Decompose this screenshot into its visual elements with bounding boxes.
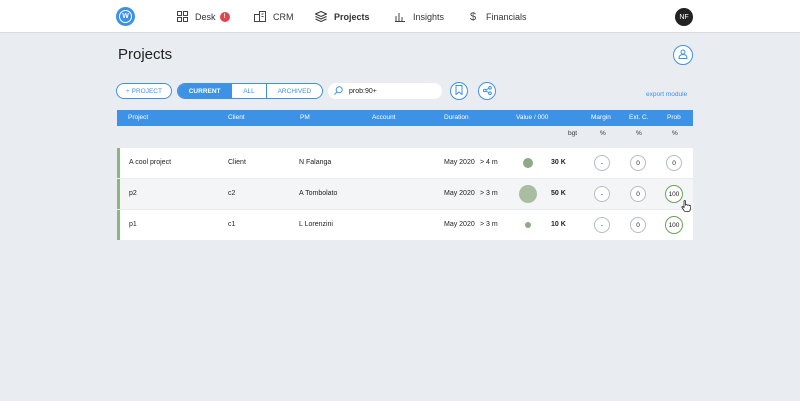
nav-label-insights: Insights: [413, 11, 445, 22]
col-value[interactable]: Value / 000: [516, 114, 549, 121]
bookmark-button[interactable]: [450, 82, 468, 100]
table-row[interactable]: p1 c1 L Lorenzini May 2020 > 3 m 10 K - …: [117, 210, 693, 240]
subhead-margin-pct: %: [600, 130, 606, 137]
cell-start: May 2020: [444, 221, 475, 228]
ext-cost-pill[interactable]: 0: [630, 155, 646, 171]
cell-start: May 2020: [444, 190, 475, 197]
cell-duration: > 3 m: [480, 190, 498, 197]
value-bubble: [525, 222, 531, 228]
person-icon: [678, 49, 688, 61]
bar-chart-icon: [394, 11, 406, 23]
user-avatar[interactable]: NF: [675, 8, 693, 26]
cell-pm: N Falanga: [299, 159, 332, 166]
table-header: Project Client PM Account Duration Value…: [117, 110, 693, 126]
col-pm[interactable]: PM: [300, 114, 310, 121]
col-prob[interactable]: Prob: [667, 114, 681, 121]
nav-item-projects[interactable]: Projects: [315, 0, 370, 33]
value-bubble: [523, 158, 533, 168]
page-title: Projects: [118, 46, 173, 63]
top-navbar: W Desk ! CRM Projects Insights $ Financi…: [0, 0, 800, 33]
col-ext-cost[interactable]: Ext. C.: [629, 114, 649, 121]
nav-item-insights[interactable]: Insights: [394, 0, 444, 33]
col-project[interactable]: Project: [128, 114, 149, 121]
bookmark-icon: [455, 85, 463, 97]
table-subheader: bgt % % %: [117, 126, 693, 144]
value-bubble: [519, 185, 537, 203]
nav-item-financials[interactable]: $ Financials: [467, 0, 527, 33]
layers-icon: [315, 11, 327, 23]
cell-value: 10 K: [551, 221, 566, 228]
nav-item-desk[interactable]: Desk !: [176, 0, 230, 33]
prob-pill[interactable]: 100: [665, 185, 683, 203]
subhead-ext-pct: %: [636, 130, 642, 137]
cell-project[interactable]: p1: [129, 221, 137, 228]
margin-pill[interactable]: -: [594, 217, 610, 233]
project-filter-tabs: CURRENT ALL ARCHIVED: [177, 83, 323, 99]
table-row[interactable]: A cool project Client N Falanga May 2020…: [117, 148, 693, 178]
search-input[interactable]: [349, 87, 439, 95]
cell-project[interactable]: A cool project: [129, 159, 172, 166]
add-project-button[interactable]: + PROJECT: [116, 83, 172, 99]
nav-label-desk: Desk: [195, 11, 216, 22]
cell-value: 50 K: [551, 190, 566, 197]
cell-pm: L Lorenzini: [299, 221, 333, 228]
cell-project[interactable]: p2: [129, 190, 137, 197]
ext-cost-pill[interactable]: 0: [630, 217, 646, 233]
search-icon: [334, 85, 343, 97]
nav-item-crm[interactable]: CRM: [254, 0, 294, 33]
filter-current[interactable]: CURRENT: [178, 84, 233, 98]
subhead-bgt: bgt: [568, 130, 578, 137]
ext-cost-pill[interactable]: 0: [630, 186, 646, 202]
cell-value: 30 K: [551, 159, 566, 166]
margin-pill[interactable]: -: [594, 186, 610, 202]
filter-archived[interactable]: ARCHIVED: [277, 87, 312, 95]
cell-client: Client: [228, 159, 246, 166]
subhead-prob-pct: %: [672, 130, 678, 137]
cell-client: c2: [228, 190, 236, 197]
table-row[interactable]: p2 c2 A Tombolato May 2020 > 3 m 50 K - …: [117, 179, 693, 209]
hand-cursor-icon: [681, 200, 692, 214]
nav-label-projects: Projects: [334, 11, 370, 22]
nav-label-financials: Financials: [486, 11, 527, 22]
search-box: [328, 83, 442, 99]
col-duration[interactable]: Duration: [444, 114, 469, 121]
notification-badge: !: [219, 11, 230, 22]
col-margin[interactable]: Margin: [591, 114, 611, 121]
cell-duration: > 3 m: [480, 221, 498, 228]
logo-letter: W: [119, 10, 132, 23]
share-icon: [482, 85, 492, 97]
building-icon: [254, 11, 266, 23]
filter-all[interactable]: ALL: [232, 84, 267, 98]
margin-pill[interactable]: -: [594, 155, 610, 171]
share-button[interactable]: [478, 82, 496, 100]
cell-pm: A Tombolato: [299, 190, 338, 197]
grid-icon: [176, 11, 188, 23]
prob-pill[interactable]: 0: [666, 155, 682, 171]
user-settings-button[interactable]: [673, 45, 693, 65]
col-account[interactable]: Account: [372, 114, 396, 121]
export-module-link[interactable]: export module: [646, 91, 688, 98]
prob-pill[interactable]: 100: [665, 216, 683, 234]
cell-start: May 2020: [444, 159, 475, 166]
app-logo[interactable]: W: [116, 7, 135, 26]
dollar-icon: $: [469, 10, 477, 23]
nav-label-crm: CRM: [273, 11, 294, 22]
cell-client: c1: [228, 221, 236, 228]
col-client[interactable]: Client: [228, 114, 245, 121]
cell-duration: > 4 m: [480, 159, 498, 166]
